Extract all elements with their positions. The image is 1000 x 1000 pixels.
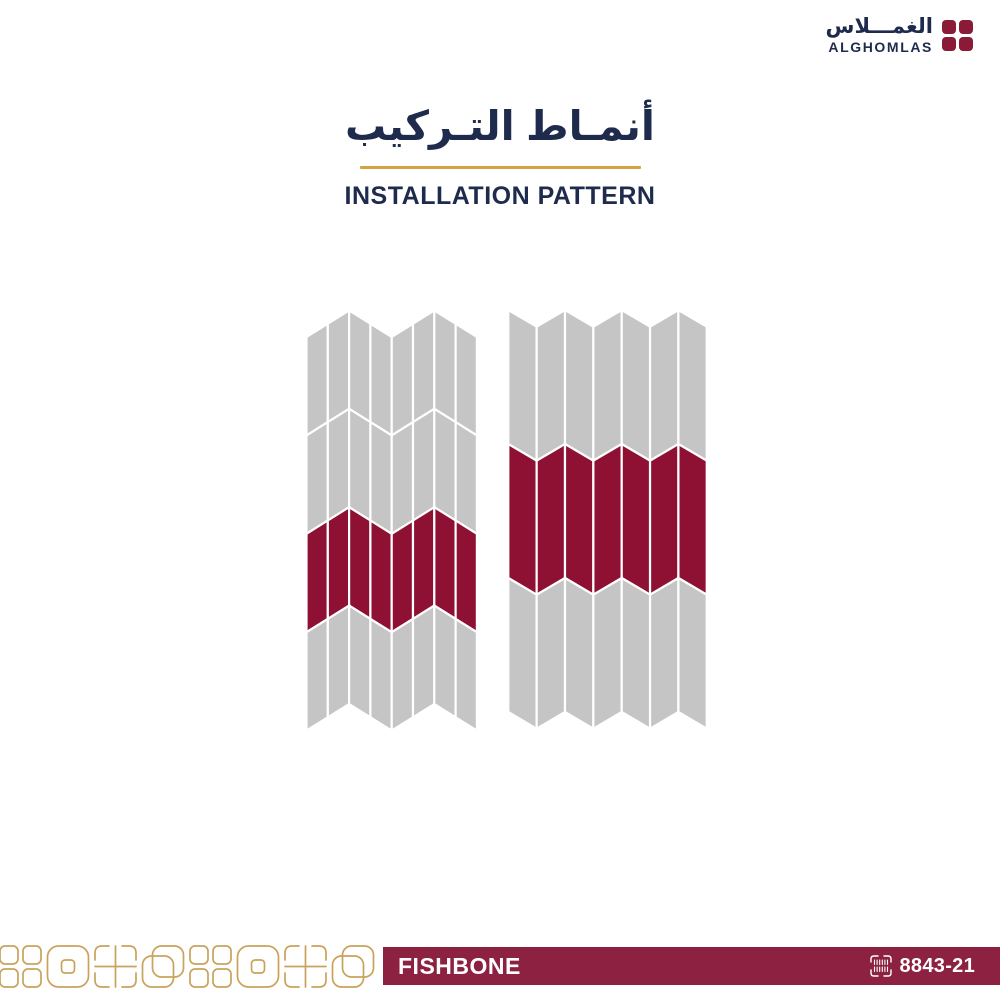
footer-gold-ornament	[0, 945, 375, 988]
four-squares-grid	[189, 945, 232, 988]
title-divider	[359, 166, 641, 169]
product-code: 8843-21	[899, 954, 975, 977]
alghomlas-logo: الغمـــلاس ALGHOMLAS	[826, 16, 973, 54]
page-title-arabic: أنمـاط التـركيب	[344, 103, 655, 149]
page-title-english: INSTALLATION PATTERN	[344, 181, 656, 210]
barcode-scan-icon	[869, 955, 892, 977]
logo-text: الغمـــلاس ALGHOMLAS	[826, 16, 933, 54]
chevron-single-strip	[507, 308, 708, 731]
footer-bar: FISHBONE 8843-21	[383, 947, 1000, 985]
overlapping-squares	[331, 945, 375, 988]
cross-brackets	[284, 945, 327, 988]
chevron-double-strip	[305, 308, 478, 733]
product-name: FISHBONE	[398, 952, 521, 979]
four-squares-grid	[0, 945, 42, 988]
cross-brackets	[94, 945, 137, 988]
four-squares-icon	[942, 19, 973, 51]
overlapping-squares	[141, 945, 185, 988]
logo-arabic-name: الغمـــلاس	[825, 15, 933, 38]
square-in-square	[46, 945, 90, 988]
square-in-square	[236, 945, 280, 988]
footer-right-group: 8843-21	[869, 954, 976, 978]
title-block: أنمـاط التـركيب INSTALLATION PATTERN	[0, 95, 1000, 211]
logo-latin-name: ALGHOMLAS	[828, 39, 933, 55]
